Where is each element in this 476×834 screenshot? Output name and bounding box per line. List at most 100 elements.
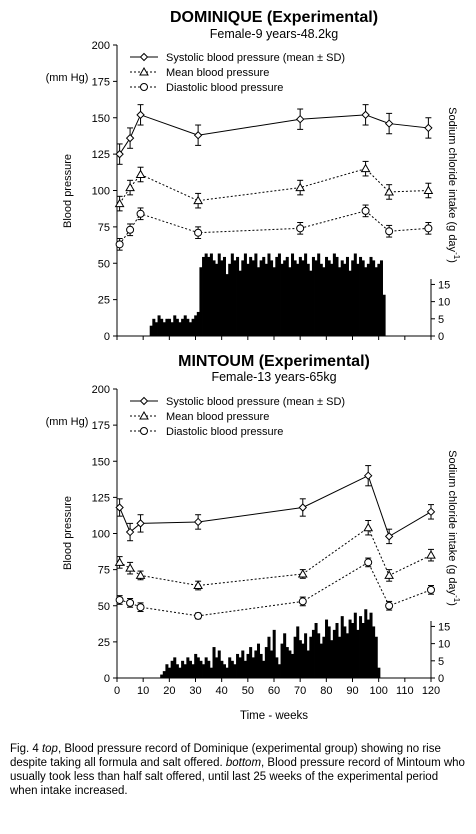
panel2-legend-entry: Diastolic blood pressure	[166, 426, 283, 438]
panel1-data-point-triangle	[193, 195, 203, 205]
panel1-intake-bar	[293, 260, 297, 336]
panel2-data-point-triangle	[297, 568, 308, 578]
panel1-intake-bar	[160, 318, 164, 336]
panel2-intake-bar	[186, 657, 190, 678]
panel1-intake-bar	[246, 263, 250, 336]
panel1-y-tick-label: 0	[104, 331, 110, 343]
panel2-legend-marker-triangle	[139, 410, 149, 420]
panel1-data-point-circle	[136, 209, 145, 218]
panel2-x-tick-label: 30	[189, 685, 201, 697]
panel1-y-tick-label: 200	[92, 40, 110, 52]
panel1-intake-bar	[382, 294, 386, 336]
panel2-intake-bar	[175, 664, 179, 678]
panel1-intake-bar	[233, 260, 237, 336]
panel2-intake-bar	[212, 647, 216, 678]
panel2-data-point-circle	[115, 595, 124, 604]
panel2-y-tick-label: 175	[92, 420, 110, 432]
panel2-intake-bar	[238, 657, 242, 678]
panel1-intake-bar	[238, 270, 242, 336]
panel1-y-tick-label: 100	[92, 186, 110, 198]
panel2-y2-tick-label: 15	[438, 621, 450, 633]
panel1-intake-bar	[335, 256, 339, 336]
panel1-y2-tick-label: 0	[438, 331, 444, 343]
panel1-intake-bar	[351, 260, 355, 336]
panel2-y-tick-label: 100	[92, 529, 110, 541]
panel2-intake-bar	[319, 643, 323, 678]
caption-label: Fig. 4	[10, 743, 39, 755]
panel2-intake-bar	[199, 660, 203, 678]
panel2-x-tick-label: 100	[369, 685, 387, 697]
panel2-intake-bar	[160, 674, 164, 678]
panel2-intake-bar	[207, 660, 211, 678]
panel1-intake-bar	[204, 253, 208, 336]
panel2-legend-entry: Mean blood pressure	[166, 411, 269, 423]
panel1-intake-bar	[325, 256, 329, 336]
panel2-intake-bar	[183, 664, 187, 678]
panel2-intake-bar	[291, 653, 295, 678]
panel1-intake-bar	[230, 253, 234, 336]
panel1-y-unit: (mm Hg)	[46, 72, 89, 84]
panel2-x-tick-label: 80	[320, 685, 332, 697]
panel1-intake-bar	[249, 256, 253, 336]
panel2-intake-bar	[272, 629, 276, 678]
panel2-x-tick-label: 20	[163, 685, 175, 697]
panel2-intake-bar	[215, 657, 219, 678]
panel1-data-point-diamond	[136, 110, 145, 120]
panel2-intake-bar	[220, 660, 224, 678]
panel1-intake-bar	[222, 256, 226, 336]
panel1-intake-bar	[217, 253, 221, 336]
panel2-intake-bar	[330, 640, 334, 678]
panel2-intake-bar	[285, 647, 289, 678]
panel2-intake-bar	[306, 650, 310, 678]
panel2-y-tick-label: 50	[98, 601, 110, 613]
panel1-legend-marker-triangle	[139, 66, 149, 76]
panel1-intake-bar	[165, 318, 169, 336]
panel1-intake-bar	[183, 315, 187, 336]
panel1-intake-bar	[241, 260, 245, 336]
panel2-intake-bar	[293, 636, 297, 678]
panel1-intake-bar	[259, 260, 263, 336]
panel2-intake-bar	[275, 657, 279, 678]
panel2-y-tick-label: 150	[92, 456, 110, 468]
panel2-intake-bar	[314, 623, 318, 678]
panel1-intake-bar	[298, 256, 302, 336]
panel1-intake-bar	[152, 318, 156, 336]
panel1-intake-bar	[379, 260, 383, 336]
panel2-x-tick-label: 120	[422, 685, 440, 697]
panel2-intake-bar	[264, 647, 268, 678]
panel2-intake-bar	[236, 653, 240, 678]
panel1-intake-bar	[215, 263, 219, 336]
panel1-intake-bar	[366, 263, 370, 336]
panel2-intake-bar	[377, 667, 381, 678]
panel1-intake-bar	[178, 322, 182, 336]
panel1-intake-bar	[162, 322, 166, 336]
panel2-data-point-circle	[136, 603, 145, 612]
panel2-intake-bar	[262, 660, 266, 678]
panel1-data-point-diamond	[424, 123, 433, 133]
panel2-intake-bar	[309, 636, 313, 678]
panel1-y2-tick-label: 10	[438, 297, 450, 309]
panel2-intake-bar	[173, 657, 177, 678]
panel2-intake-bar	[188, 660, 192, 678]
panel2-intake-bar	[225, 667, 229, 678]
panel2-y-unit: (mm Hg)	[46, 416, 89, 428]
panel2-intake-bar	[191, 664, 195, 678]
panel2-data-point-diamond	[136, 519, 145, 528]
panel1-intake-bar	[181, 318, 185, 336]
panel2-data-point-diamond	[115, 503, 124, 512]
panel1-intake-bar	[243, 253, 247, 336]
panel1-intake-bar	[283, 260, 287, 336]
panel2-intake-bar	[280, 643, 284, 678]
panel1-intake-bar	[280, 263, 284, 336]
panel2-intake-bar	[209, 667, 213, 678]
panel1-intake-bar	[196, 311, 200, 336]
panel1-intake-bar	[306, 263, 310, 336]
panel2-intake-bar	[165, 664, 169, 678]
panel2-y-tick-label: 200	[92, 384, 110, 396]
panel1-intake-bar	[191, 318, 195, 336]
panel2-data-point-circle	[385, 601, 394, 610]
panel2-intake-bar	[181, 660, 185, 678]
panel1-data-point-circle	[126, 225, 135, 234]
panel2-intake-bar	[217, 650, 221, 678]
panel1-series-triangle-line	[119, 168, 429, 204]
